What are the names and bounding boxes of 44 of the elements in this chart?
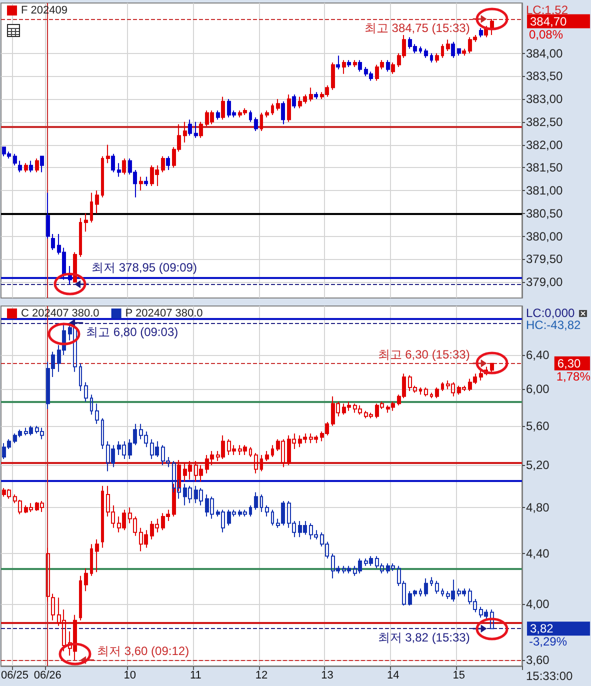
x-tick-label: 06/25 — [0, 670, 28, 682]
y-tick-label: 379,00 — [526, 274, 564, 289]
x-tick-label: 11 — [190, 670, 202, 682]
y-tick-label: 4,80 — [526, 500, 550, 515]
y-tick-label: 3,60 — [526, 653, 550, 668]
ref-line-label: 최고 384,75 (15:33) — [364, 21, 470, 36]
legend-label: P 202407 380.0 — [125, 308, 203, 320]
y-tick-label: 381,00 — [526, 184, 564, 198]
x-tick-label: 12 — [255, 670, 268, 682]
ref-line-label: 최고 6,80 (09:03) — [86, 324, 178, 339]
text: 15:33:00 — [526, 669, 574, 683]
x-tick-label: 06/26 — [34, 670, 62, 682]
y-tick-label: 380,50 — [526, 206, 564, 220]
text: HC:-43,82 — [526, 318, 582, 332]
y-tick-label: 383,50 — [526, 69, 564, 84]
x-tick-label: 15 — [452, 670, 466, 682]
y-tick-label: 6,40 — [526, 348, 550, 362]
y-tick-label: 5,20 — [526, 458, 550, 472]
text: 6,30 — [557, 356, 582, 370]
ref-line-label: 최저 378,95 (09:09) — [92, 260, 197, 274]
ref-line-label: 최고 6,30 (15:33) — [378, 347, 470, 362]
text: 0,08% — [529, 27, 564, 42]
y-tick-label: 4,40 — [526, 546, 550, 561]
y-tick-label: 6,00 — [526, 382, 550, 396]
y-tick-label: 382,00 — [526, 138, 564, 152]
x-tick-label: 13 — [321, 670, 334, 682]
y-tick-label: 4,00 — [526, 597, 550, 612]
text: 3,82 — [530, 622, 554, 636]
text: LC:1,52 — [526, 3, 568, 17]
text: LC:0,000 — [526, 306, 576, 320]
y-tick-label: 5,60 — [526, 418, 550, 433]
y-tick-label: 384,00 — [526, 46, 564, 60]
x-tick-label: 10 — [124, 670, 136, 682]
text: 1,78% — [556, 369, 591, 384]
x-tick-label: 14 — [386, 670, 400, 682]
y-tick-label: 380,00 — [526, 229, 564, 244]
ref-line-label: 최저 3,82 (15:33) — [378, 630, 470, 645]
text: -3,29% — [529, 634, 568, 649]
text: 384,70 — [530, 14, 568, 28]
y-tick-label: 382,50 — [526, 114, 564, 129]
y-tick-label: 379,50 — [526, 252, 564, 266]
y-tick-label: 383,00 — [526, 92, 564, 106]
ref-line-label: 최저 3,60 (09:12) — [97, 644, 190, 658]
y-tick-label: 381,50 — [526, 160, 564, 175]
